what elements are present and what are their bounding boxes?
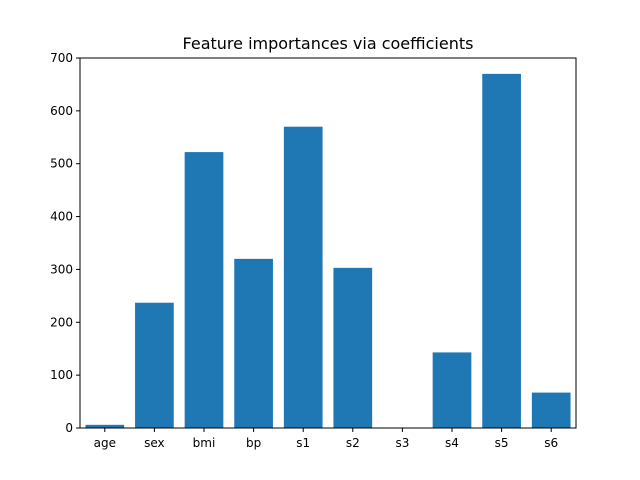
- x-tick-label: s6: [544, 436, 558, 450]
- x-tick-label: sex: [144, 436, 165, 450]
- x-tick-label: bmi: [193, 436, 216, 450]
- x-tick-label: age: [94, 436, 116, 450]
- x-tick-label: s2: [346, 436, 360, 450]
- bar-s5: [482, 73, 521, 429]
- bar-s6: [531, 392, 571, 428]
- bars-group: [85, 73, 571, 429]
- y-tick-label: 200: [50, 315, 73, 329]
- y-tick-label: 100: [50, 368, 73, 382]
- chart-title: Feature importances via coefficients: [183, 34, 474, 53]
- x-tick-label: s1: [296, 436, 310, 450]
- bar-sex: [135, 302, 174, 428]
- bar-age: [85, 424, 125, 428]
- axes-frame: [79, 57, 577, 429]
- bar-s2: [333, 267, 373, 428]
- x-tick-label: s3: [395, 436, 409, 450]
- x-tick-label: s5: [495, 436, 509, 450]
- y-tick-label: 0: [65, 421, 73, 435]
- y-tick-label: 400: [50, 210, 73, 224]
- bar-s1: [283, 126, 323, 429]
- y-tick-label: 300: [50, 262, 73, 276]
- y-tick-label: 700: [50, 51, 73, 65]
- y-tick-label: 600: [50, 104, 73, 118]
- x-axis: age sex bmi bp s1 s2 s3 s4 s5 s6: [94, 428, 558, 450]
- x-tick-label: s4: [445, 436, 459, 450]
- bar-bmi: [184, 152, 224, 428]
- bar-s4: [432, 352, 472, 428]
- bar-bp: [234, 258, 273, 428]
- y-axis: 0 100 200 300 400 500 600 700: [50, 51, 80, 435]
- y-tick-label: 500: [50, 157, 73, 171]
- x-tick-label: bp: [246, 436, 261, 450]
